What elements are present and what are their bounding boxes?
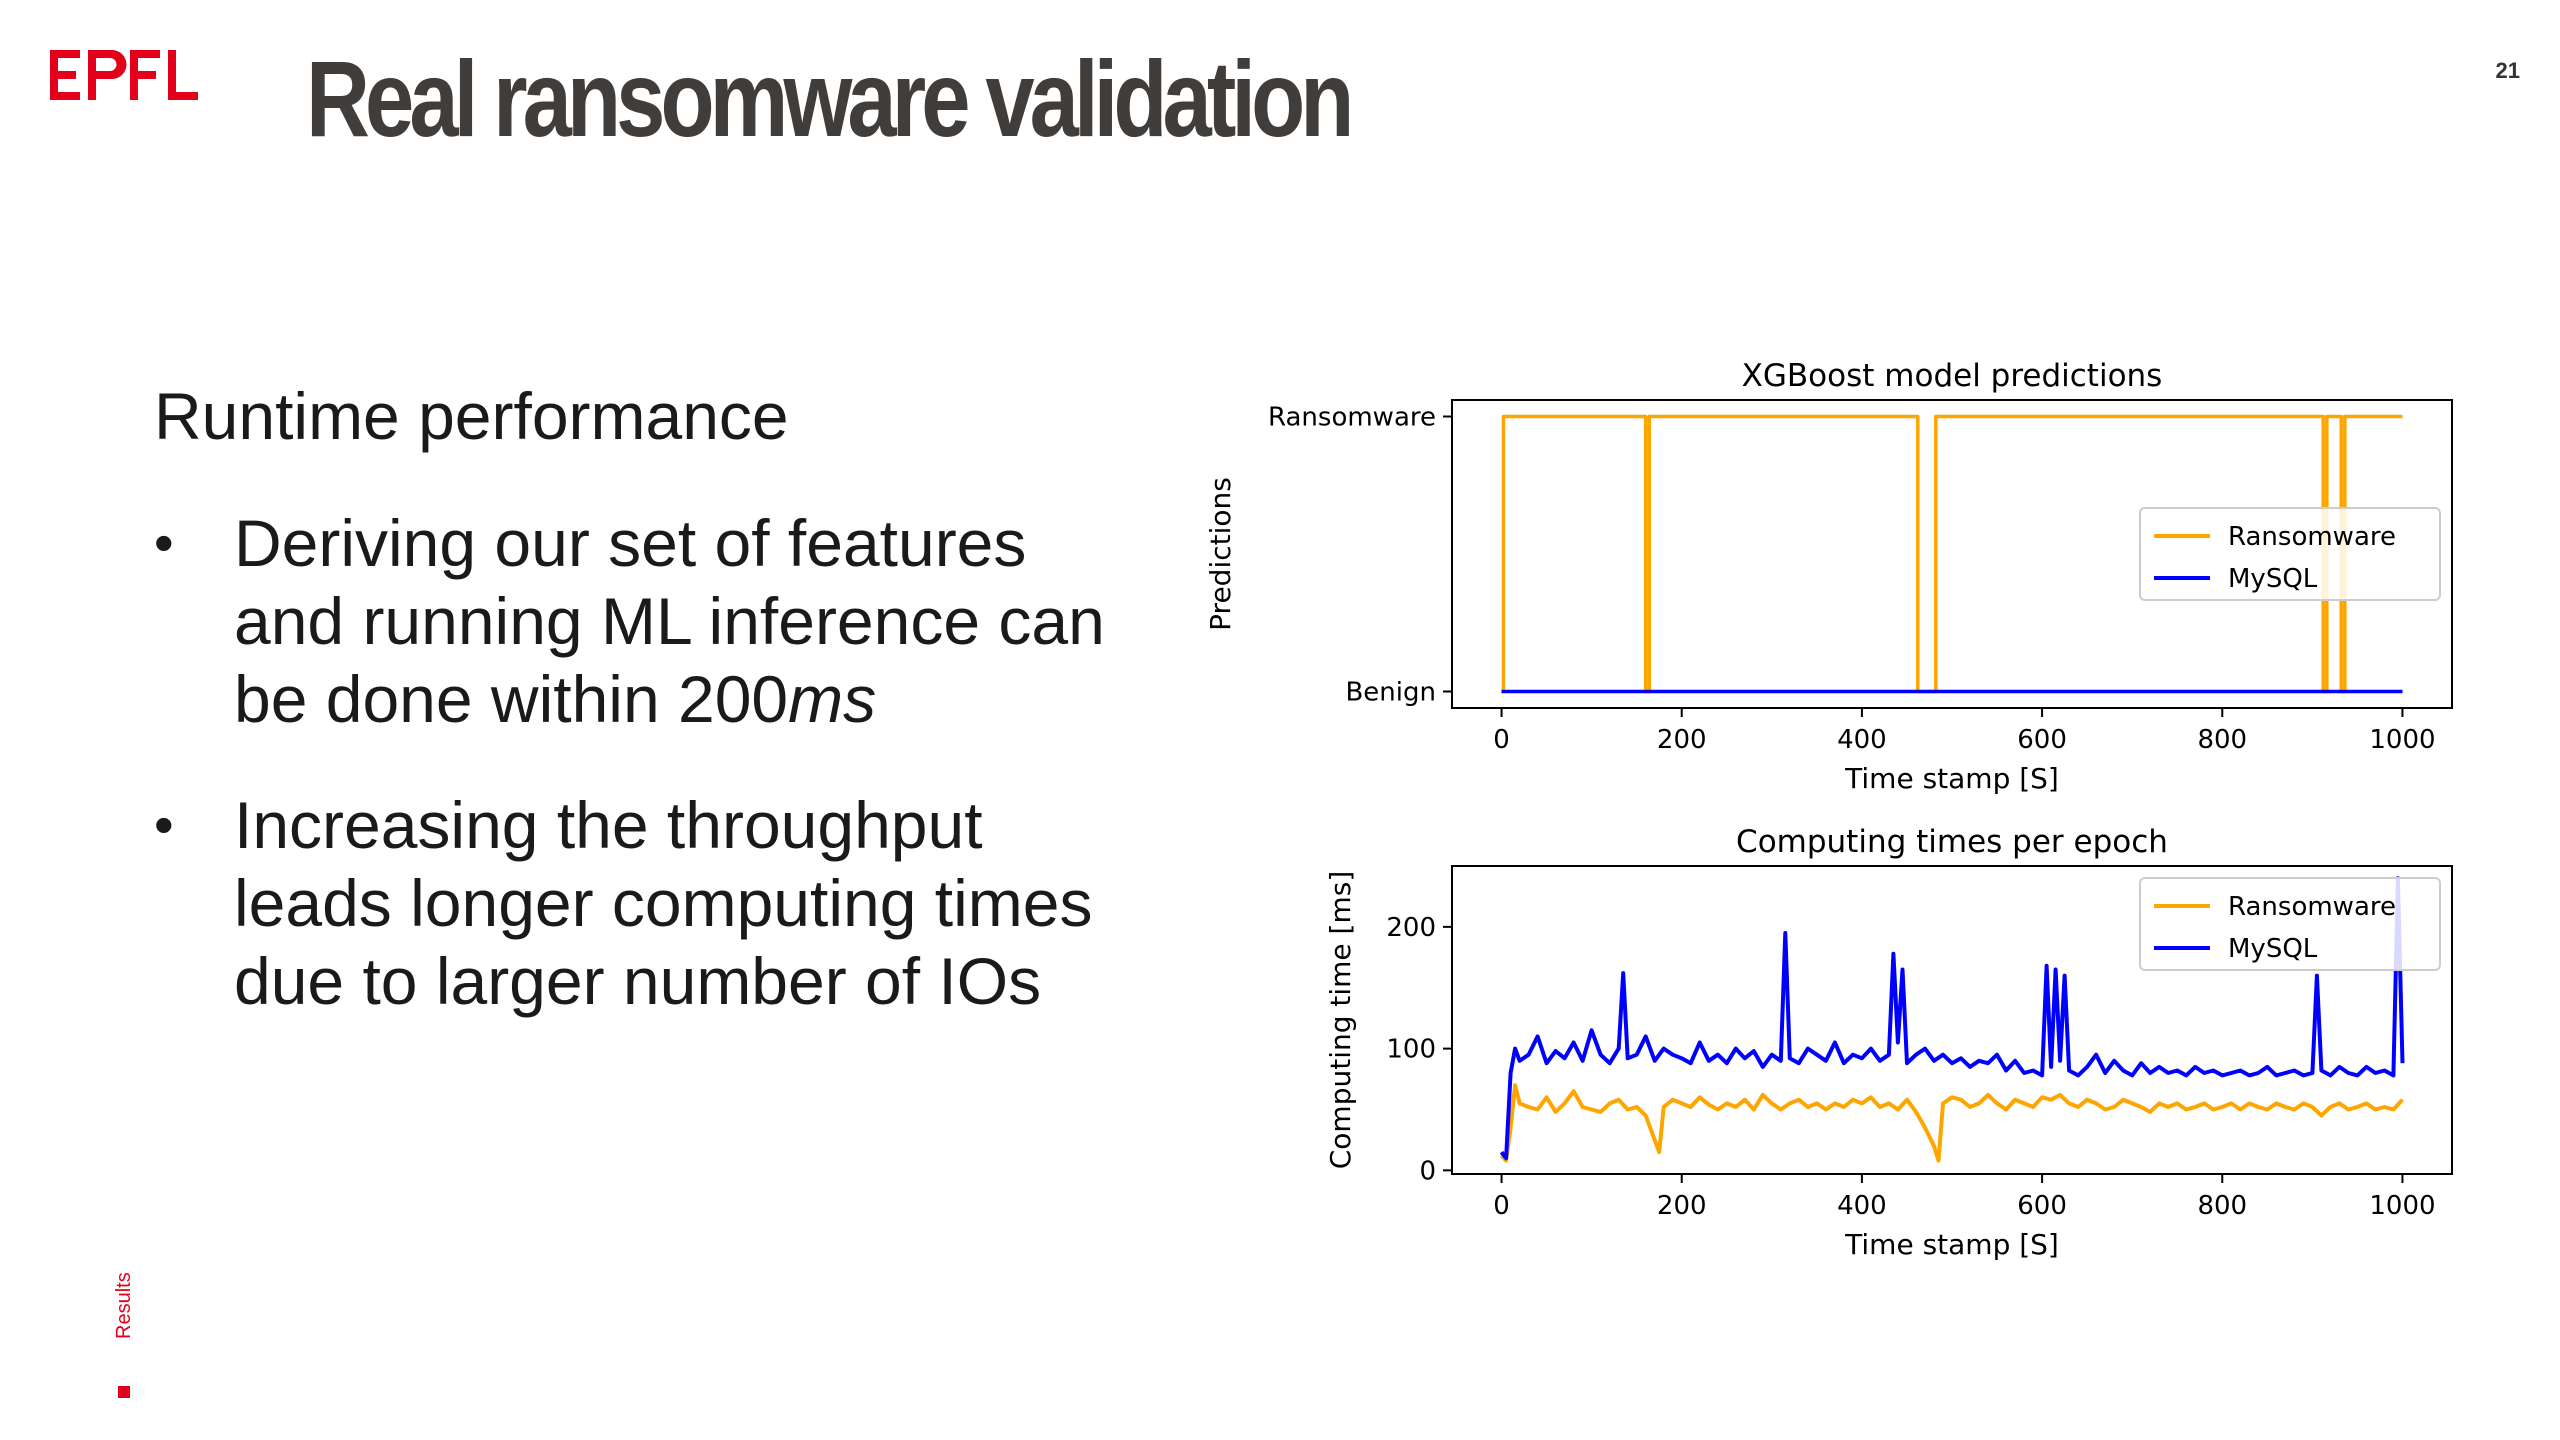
y-axis-label: Computing time [ms] bbox=[1324, 871, 1357, 1170]
bullet-unit: ms bbox=[788, 662, 877, 736]
legend-label-mysql: MySQL bbox=[2228, 934, 2318, 964]
y-tick-label: 200 bbox=[1386, 913, 1436, 943]
slide-body: Runtime performance • Deriving our set of… bbox=[154, 376, 1154, 1068]
x-axis-label: Time stamp [S] bbox=[1844, 762, 2059, 795]
legend-box bbox=[2139, 877, 2441, 971]
x-tick-label: 0 bbox=[1493, 725, 1510, 755]
predictions-chart-svg: XGBoost model predictions 0 200 400 600 800 10… bbox=[1204, 358, 2453, 795]
section-indicator: Results bbox=[112, 1272, 136, 1402]
y-tick-label: 0 bbox=[1419, 1156, 1436, 1186]
x-tick-label: 200 bbox=[1657, 725, 1707, 755]
x-tick-label: 400 bbox=[1837, 1191, 1887, 1221]
series-line-ransomware bbox=[1500, 1083, 2404, 1163]
bullet-list: • Deriving our set of features and runnin… bbox=[154, 504, 1154, 1020]
computing-times-chart-svg: Computing times per epoch 0 200 400 600 800 10… bbox=[1324, 824, 2453, 1261]
x-tick-label: 200 bbox=[1657, 1191, 1707, 1221]
plot-frame bbox=[1451, 865, 2453, 1175]
page-number: 21 bbox=[2495, 58, 2520, 83]
section-label: Results bbox=[113, 1272, 135, 1339]
slide-subtitle: Runtime performance bbox=[154, 379, 789, 453]
plot-frame bbox=[1451, 399, 2453, 709]
legend-box bbox=[2139, 507, 2441, 601]
section-marker bbox=[118, 1386, 130, 1398]
legend-label-mysql: MySQL bbox=[2228, 564, 2318, 594]
x-tick-label: 600 bbox=[2017, 1191, 2067, 1221]
bullet-marker: • bbox=[154, 793, 174, 856]
legend-label-ransomware: Ransomware bbox=[2228, 522, 2396, 552]
x-tick-label: 1000 bbox=[2369, 1191, 2435, 1221]
chart-title: XGBoost model predictions bbox=[1742, 358, 2163, 394]
y-axis-label: Predictions bbox=[1204, 477, 1237, 631]
y-tick-label: Ransomware bbox=[1268, 403, 1436, 433]
bullet-item: • Deriving our set of features and runnin… bbox=[154, 504, 1154, 738]
slide-title: Real ransomware validation bbox=[306, 38, 1354, 159]
legend-label-ransomware: Ransomware bbox=[2228, 892, 2396, 922]
x-axis-label: Time stamp [S] bbox=[1844, 1228, 2059, 1261]
bullet-marker: • bbox=[154, 511, 174, 574]
bullet-text: Deriving our set of features and running… bbox=[234, 506, 1105, 736]
predictions-chart: XGBoost model predictions 0 200 400 600 800 10… bbox=[1170, 340, 2460, 820]
bullet-item: • Increasing the throughput leads longer … bbox=[154, 786, 1154, 1020]
y-tick-label: 100 bbox=[1386, 1035, 1436, 1065]
y-tick-label: Benign bbox=[1345, 678, 1436, 708]
chart-title: Computing times per epoch bbox=[1736, 824, 2168, 860]
x-tick-label: 800 bbox=[2197, 1191, 2247, 1221]
bullet-text: Increasing the throughput leads longer c… bbox=[234, 788, 1093, 1018]
epfl-logo bbox=[50, 50, 198, 100]
x-tick-label: 400 bbox=[1837, 725, 1887, 755]
x-tick-label: 600 bbox=[2017, 725, 2067, 755]
x-tick-label: 800 bbox=[2197, 725, 2247, 755]
x-tick-label: 1000 bbox=[2369, 725, 2435, 755]
computing-times-chart: Computing times per epoch 0 200 400 600 800 10… bbox=[1170, 810, 2460, 1290]
series-line-mysql bbox=[1499, 876, 2405, 1161]
x-tick-label: 0 bbox=[1493, 1191, 1510, 1221]
